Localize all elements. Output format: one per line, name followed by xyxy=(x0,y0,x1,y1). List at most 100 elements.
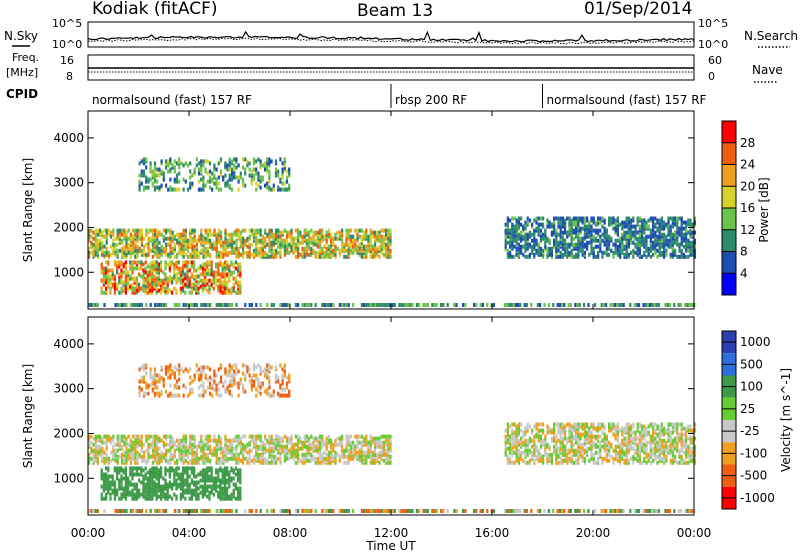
velocity-cell xyxy=(90,447,92,451)
power-cell xyxy=(312,235,314,239)
power-cell xyxy=(522,245,524,249)
power-cell xyxy=(308,253,310,257)
velocity-cell xyxy=(140,473,142,477)
power-cell xyxy=(114,291,116,295)
velocity-cell xyxy=(150,376,152,380)
power-cell xyxy=(249,235,251,239)
power-cell xyxy=(140,260,142,264)
velocity-cell xyxy=(378,441,380,445)
power-cell xyxy=(670,243,672,247)
velocity-cell xyxy=(367,441,369,445)
power-cell xyxy=(184,260,186,264)
velocity-cell xyxy=(189,382,191,386)
power-cell xyxy=(387,303,389,307)
power-cell xyxy=(255,303,257,307)
power-cell xyxy=(123,271,125,275)
power-cell xyxy=(196,243,198,247)
power-cell xyxy=(493,303,495,307)
power-cell xyxy=(568,233,570,237)
velocity-cell xyxy=(385,439,387,443)
power-cell xyxy=(603,303,605,307)
velocity-cell xyxy=(123,451,125,455)
power-cell xyxy=(123,245,125,249)
velocity-cell xyxy=(198,441,200,445)
colorbar-segment xyxy=(722,252,736,274)
power-cell xyxy=(687,231,689,235)
power-cell xyxy=(599,229,601,233)
power-cell xyxy=(215,283,217,287)
power-cell xyxy=(196,303,198,307)
velocity-cell xyxy=(383,459,385,463)
power-cell xyxy=(297,303,299,307)
power-cell xyxy=(196,157,198,161)
power-cell xyxy=(202,271,204,275)
power-cell xyxy=(106,247,108,251)
velocity-cell xyxy=(153,481,155,485)
power-cell xyxy=(97,239,99,243)
velocity-cell xyxy=(242,384,244,388)
velocity-cell xyxy=(326,457,328,461)
power-cell xyxy=(562,247,564,251)
velocity-cell xyxy=(136,483,138,487)
power-cell xyxy=(244,168,246,172)
power-cell xyxy=(299,231,301,235)
power-cell xyxy=(529,219,531,223)
power-cell xyxy=(524,247,526,251)
power-cell xyxy=(345,237,347,241)
power-cell xyxy=(231,172,233,176)
power-cell xyxy=(363,245,365,249)
velocity-cell xyxy=(149,468,151,472)
power-cell xyxy=(195,287,197,291)
power-cell xyxy=(566,235,568,239)
power-cell xyxy=(319,229,321,233)
velocity-cell xyxy=(206,475,208,479)
velocity-cell xyxy=(273,459,275,463)
power-cell xyxy=(235,260,237,264)
power-cell xyxy=(213,229,215,233)
power-cell xyxy=(235,251,237,255)
velocity-cell xyxy=(365,441,367,445)
velocity-cell xyxy=(363,451,365,455)
power-cell xyxy=(678,227,680,231)
power-cell xyxy=(246,245,248,249)
velocity-cell xyxy=(310,453,312,457)
power-cell xyxy=(648,247,650,251)
power-cell xyxy=(246,163,248,167)
power-cell xyxy=(158,168,160,172)
power-cell xyxy=(617,233,619,237)
power-cell xyxy=(381,245,383,249)
velocity-cell xyxy=(352,441,354,445)
velocity-cell xyxy=(110,451,112,455)
power-cell xyxy=(573,243,575,247)
power-cell xyxy=(641,219,643,223)
power-cell xyxy=(257,239,259,243)
power-cell xyxy=(147,271,149,275)
power-cell xyxy=(365,303,367,307)
power-cell xyxy=(573,255,575,259)
power-cell xyxy=(273,253,275,257)
power-cell xyxy=(141,229,143,233)
power-cell xyxy=(279,251,281,255)
power-cell xyxy=(619,243,621,247)
power-cell xyxy=(178,251,180,255)
power-cell xyxy=(505,223,507,227)
velocity-cell xyxy=(143,455,145,459)
power-cell xyxy=(161,303,163,307)
velocity-cell xyxy=(141,365,143,369)
velocity-cell xyxy=(374,449,376,453)
power-cell xyxy=(551,247,553,251)
power-cell xyxy=(125,291,127,295)
power-cell xyxy=(178,180,180,184)
velocity-cell xyxy=(319,447,321,451)
power-cell xyxy=(524,243,526,247)
power-cell xyxy=(200,249,202,253)
power-cell xyxy=(156,303,158,307)
power-cell xyxy=(152,229,154,233)
velocity-cell xyxy=(341,449,343,453)
power-cell xyxy=(112,249,114,253)
velocity-cell xyxy=(381,435,383,439)
power-cell xyxy=(121,233,123,237)
power-cell xyxy=(626,223,628,227)
power-cell xyxy=(271,188,273,192)
power-cell xyxy=(149,273,151,277)
